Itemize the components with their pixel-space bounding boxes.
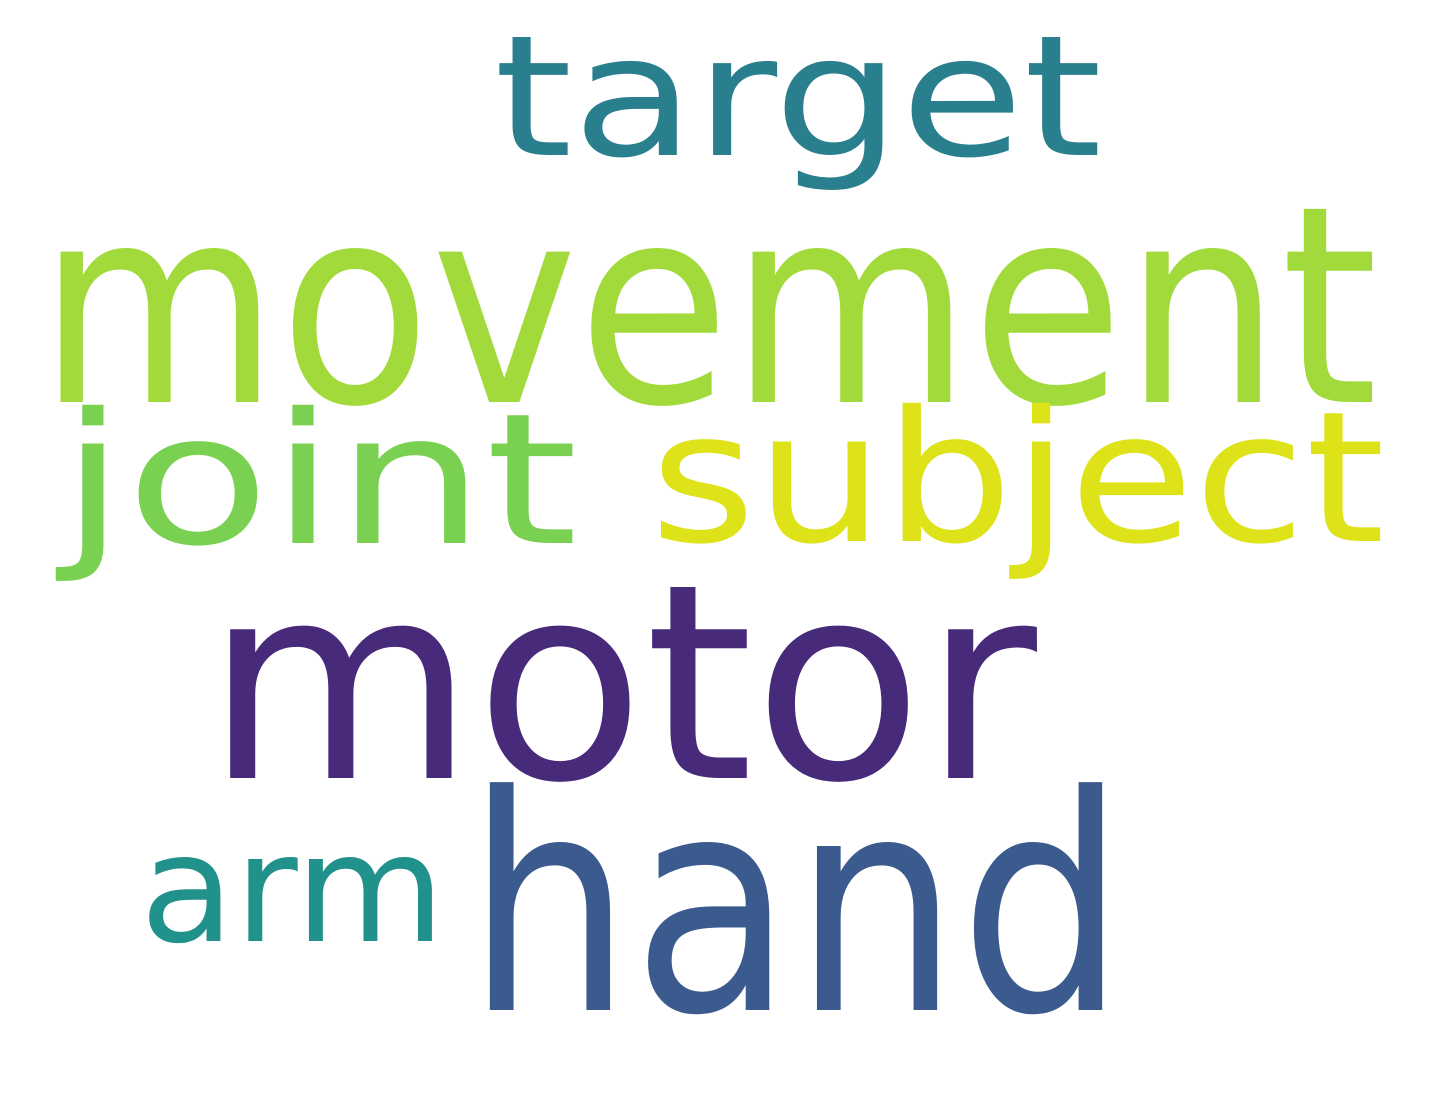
- word-target: target: [494, 0, 1102, 195]
- word-arm: arm: [140, 803, 445, 977]
- word-hand: hand: [466, 732, 1126, 1081]
- word-subject: subject: [650, 372, 1385, 584]
- word-joint: joint: [55, 374, 578, 586]
- word-motor: motor: [205, 527, 1040, 843]
- word-movement: movement: [38, 147, 1378, 467]
